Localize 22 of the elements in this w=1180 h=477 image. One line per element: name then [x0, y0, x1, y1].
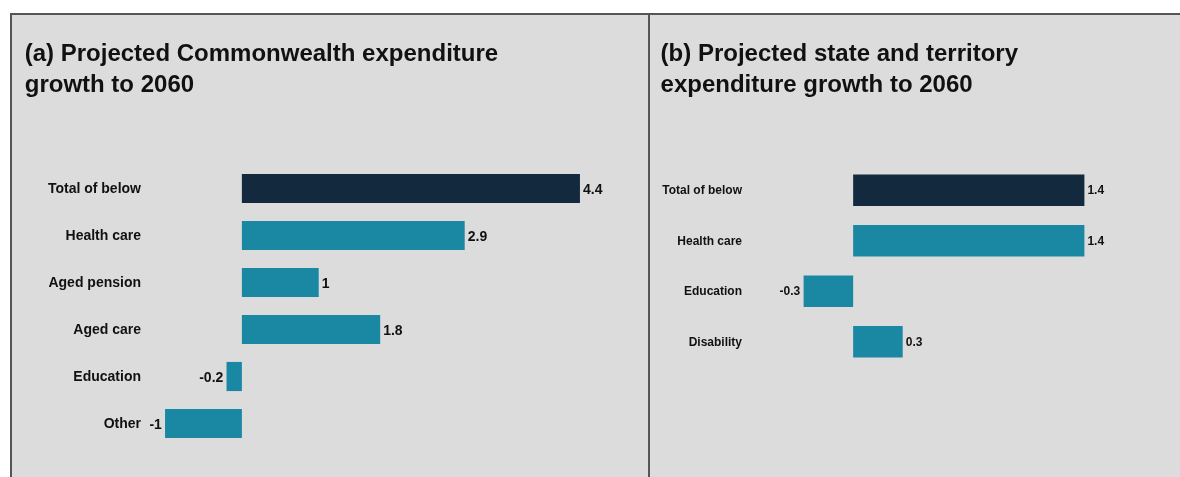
- data-label: 2.9: [467, 227, 488, 244]
- chart-title: (a) Projected Commonwealth expenditure growth to 2060: [24, 39, 499, 98]
- y-tick-label: Total of below: [47, 180, 142, 197]
- y-tick-label: Total of below: [662, 183, 743, 198]
- y-tick-label: Education: [683, 284, 742, 299]
- y-tick-label: Aged pension: [48, 274, 141, 291]
- data-label: -0.2: [199, 368, 224, 385]
- data-label: -0.3: [779, 284, 801, 299]
- y-tick-label: Aged care: [73, 321, 142, 338]
- data-label: 0.3: [905, 334, 923, 349]
- data-label: 1: [321, 274, 330, 291]
- y-tick-label: Other: [103, 415, 142, 432]
- y-tick-label: Health care: [677, 233, 743, 248]
- data-label: 1.4: [1087, 233, 1105, 248]
- y-tick-label: Disability: [688, 334, 743, 349]
- y-tick-label: Education: [73, 368, 141, 385]
- chart-title: (b) Projected state and territory expenditure growth to 2060: [660, 39, 1019, 98]
- data-label: 4.4: [582, 180, 603, 197]
- y-tick-label: Health care: [65, 227, 142, 244]
- data-label: 1.4: [1087, 183, 1105, 198]
- data-label: 1.8: [383, 321, 403, 338]
- data-label: -1: [149, 415, 163, 432]
